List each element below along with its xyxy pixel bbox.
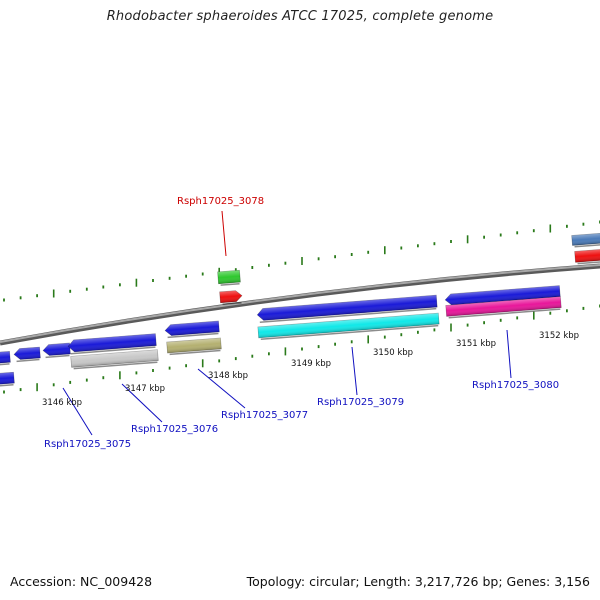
tick-tracks	[3, 220, 600, 394]
gene-feature[interactable]	[0, 351, 11, 366]
gene-feature[interactable]	[164, 320, 220, 339]
gene-feature[interactable]	[256, 294, 438, 323]
gene-feature[interactable]	[67, 333, 157, 355]
gene-label-rsph17025-3077[interactable]: Rsph17025_3077	[221, 410, 308, 421]
scale-label: 3151 kbp	[456, 339, 496, 349]
gene-features	[0, 232, 600, 387]
gene-feature[interactable]	[445, 296, 562, 319]
leader-line	[221, 210, 227, 257]
leader-line	[197, 368, 246, 409]
gene-feature[interactable]	[42, 342, 71, 359]
gene-labels: Rsph17025_3075 Rsph17025_3076 Rsph17025_…	[44, 196, 559, 450]
leader-line	[121, 383, 163, 423]
topology-text: Topology: circular; Length: 3,217,726 bp…	[246, 574, 590, 589]
gene-feature[interactable]	[571, 232, 600, 248]
scale-label: 3146 kbp	[42, 398, 82, 408]
leader-line	[351, 346, 358, 396]
gene-label-rsph17025-3075[interactable]: Rsph17025_3075	[44, 439, 131, 450]
gene-feature[interactable]	[166, 337, 222, 356]
map-title: Rhodobacter sphaeroides ATCC 17025, comp…	[106, 9, 494, 24]
scale-label: 3152 kbp	[539, 331, 579, 341]
gene-feature[interactable]	[70, 349, 159, 370]
gene-feature[interactable]	[257, 312, 440, 341]
label-leader-lines	[62, 210, 512, 436]
gene-feature[interactable]	[13, 346, 41, 363]
genome-backbone	[0, 263, 600, 346]
gene-feature[interactable]	[219, 290, 243, 305]
leader-line	[506, 329, 512, 379]
accession-text: Accession: NC_009428	[10, 574, 153, 589]
gene-feature-rsph17025-3078[interactable]	[217, 269, 241, 286]
gene-label-rsph17025-3076[interactable]: Rsph17025_3076	[131, 424, 218, 435]
scale-label: 3149 kbp	[291, 359, 331, 369]
gene-label-rsph17025-3078[interactable]: Rsph17025_3078	[177, 196, 264, 207]
scale-label: 3147 kbp	[125, 384, 165, 394]
scale-label: 3148 kbp	[208, 371, 248, 381]
leader-line	[62, 387, 93, 436]
gene-feature[interactable]	[574, 248, 600, 265]
gene-feature[interactable]	[0, 371, 15, 387]
scale-label: 3150 kbp	[373, 348, 413, 358]
gene-label-rsph17025-3079[interactable]: Rsph17025_3079	[317, 397, 404, 408]
scale-labels: 3146 kbp 3147 kbp 3148 kbp 3149 kbp 3150…	[42, 331, 579, 408]
gene-label-rsph17025-3080[interactable]: Rsph17025_3080	[472, 380, 559, 391]
